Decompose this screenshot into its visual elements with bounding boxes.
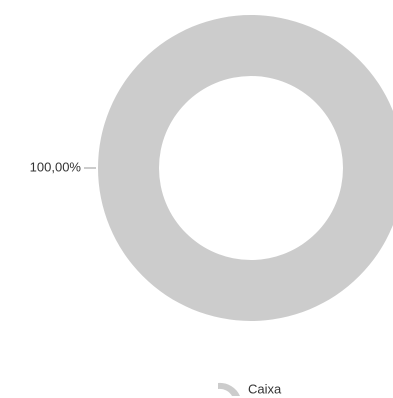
legend-icon <box>218 382 240 396</box>
slice-label: 100,00% <box>30 159 82 174</box>
legend-label: Caixa <box>248 381 282 396</box>
slice <box>98 15 393 321</box>
